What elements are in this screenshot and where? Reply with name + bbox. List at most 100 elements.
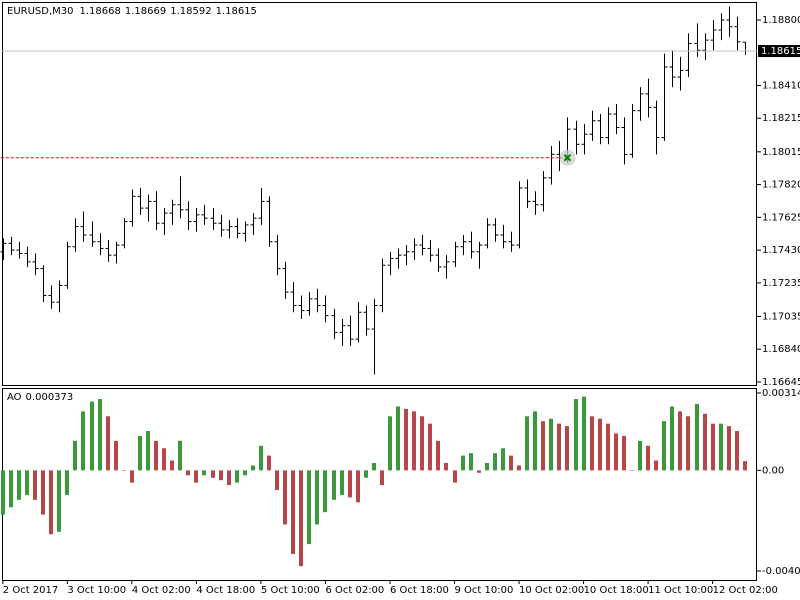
x-tick-label: 5 Oct 10:00 (261, 585, 320, 596)
ao-bar (614, 433, 618, 471)
x-tick-label: 10 Oct 18:00 (584, 585, 649, 596)
ao-bar (283, 470, 287, 525)
ao-bar (267, 455, 271, 471)
x-tick-label: 12 Oct 02:00 (713, 585, 778, 596)
y-tick-label: 1.18800 (762, 15, 800, 26)
ao-bar (582, 396, 586, 471)
ao-bar (695, 403, 699, 471)
ao-bar (396, 406, 400, 471)
y-tick-label: 1.18410 (762, 80, 800, 91)
ao-bar (372, 462, 376, 471)
current-price-box (758, 45, 800, 58)
ao-bar (678, 411, 682, 471)
y-tick-label: 1.17820 (762, 180, 800, 191)
indicator-name: AO (7, 392, 22, 403)
ao-bar (420, 416, 424, 471)
ao-bar (178, 440, 182, 471)
ao-bar (719, 423, 723, 471)
ao-bar (428, 423, 432, 471)
ao-bar (17, 470, 21, 500)
ao-bar (735, 431, 739, 471)
ao-bar (630, 470, 634, 471)
ao-bar (49, 470, 53, 535)
ao-bar (590, 416, 594, 471)
marks (0, 6, 749, 567)
ao-bar (638, 440, 642, 471)
ao-bar (307, 470, 311, 545)
ao-bar (509, 455, 513, 471)
indicator-last: 0.000373 (26, 392, 74, 403)
ao-bar (243, 470, 247, 476)
y-tick-label: -0.004094 (762, 566, 800, 577)
ao-bar (388, 416, 392, 471)
ao-bar (646, 445, 650, 471)
ao-bar (493, 453, 497, 471)
ao-bar (654, 460, 658, 471)
ao-bar (90, 401, 94, 471)
ao-bar (211, 470, 215, 478)
ao-bar (235, 470, 239, 483)
last-close: 1.18615 (216, 6, 257, 17)
x-tick-label: 3 Oct 10:00 (67, 585, 126, 596)
ao-bar (711, 423, 715, 471)
ao-bar (323, 470, 327, 513)
ao-bar (73, 440, 77, 471)
ao-bar (541, 421, 545, 471)
ao-bar (461, 455, 465, 471)
ao-bar (138, 435, 142, 471)
ao-bar (251, 465, 255, 471)
ao-bar (227, 470, 231, 486)
ao-bar (315, 470, 319, 525)
x-tick-label: 6 Oct 18:00 (390, 585, 449, 596)
ao-bar (162, 448, 166, 471)
ao-bar (670, 406, 674, 471)
ao-bar (525, 416, 529, 471)
y-tick-label: 1.16645 (762, 377, 800, 388)
ao-bar (686, 416, 690, 471)
ao-bar (477, 470, 481, 473)
last-low: 1.18592 (170, 6, 211, 17)
current-price-label: 1.18615 (761, 46, 800, 57)
ao-bar (606, 423, 610, 471)
chart-title: EURUSD,M30 1.18668 1.18669 1.18592 1.18615 (7, 6, 257, 17)
ao-bar (98, 399, 102, 471)
ao-bar (130, 470, 134, 483)
ao-bar (565, 426, 569, 471)
y-tick-label: 1.18215 (762, 113, 800, 124)
ao-bar (219, 470, 223, 481)
ao-bar (122, 470, 126, 471)
ao-bar (598, 418, 602, 471)
ao-bar (469, 453, 473, 471)
y-tick-label: 1.17430 (762, 245, 800, 256)
y-tick-label: 0.00 (762, 465, 784, 476)
x-tick-label: 4 Oct 18:00 (196, 585, 255, 596)
ao-bar (332, 470, 336, 500)
x-tick-label: 9 Oct 10:00 (455, 585, 514, 596)
ao-bar (259, 445, 263, 471)
last-open: 1.18668 (79, 6, 120, 17)
price-panel (2, 2, 757, 386)
ao-bar (146, 431, 150, 471)
ao-bar (727, 426, 731, 471)
ao-bar (25, 470, 29, 495)
ao-bar (9, 470, 13, 508)
ao-bar (57, 470, 61, 532)
ao-bar (404, 408, 408, 471)
ao-bar (501, 448, 505, 471)
ao-bar (703, 413, 707, 471)
y-tick-label: 0.003148 (762, 388, 800, 399)
ao-bar (114, 440, 118, 471)
ao-bar (662, 421, 666, 471)
trade-marker (563, 154, 572, 162)
ao-bar (186, 470, 190, 476)
y-tick-label: 1.17625 (762, 212, 800, 223)
y-tick-label: 1.17235 (762, 278, 800, 289)
ao-bar (453, 470, 457, 483)
ao-bar (412, 411, 416, 471)
ao-bar (574, 399, 578, 471)
ao-bar (299, 470, 303, 567)
ao-bar (743, 461, 747, 471)
ao-bar (436, 440, 440, 471)
